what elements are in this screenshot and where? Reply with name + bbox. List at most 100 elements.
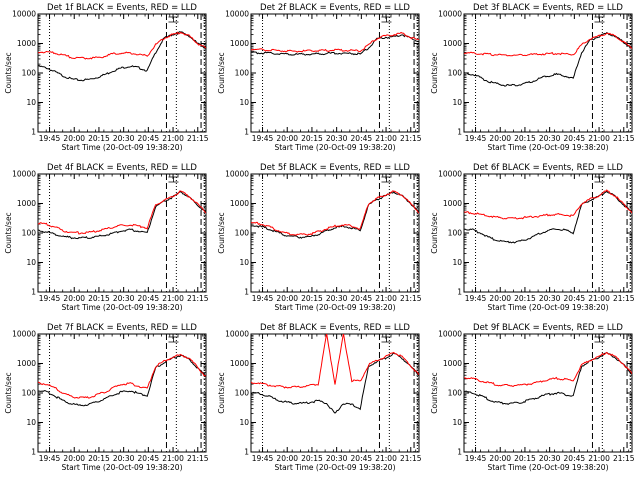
x-tick-label: 20:45 (138, 454, 160, 463)
subplot-8: Det 8f BLACK = Events, RED = LLD 1 10 100 10… (217, 323, 422, 472)
bracket-marker (168, 336, 179, 343)
y-tick-label: 1000 (230, 359, 249, 368)
subplot-1: Det 1f BLACK = Events, RED = LLD 1 10 100 10… (4, 3, 209, 152)
series-line-lld (251, 190, 419, 236)
x-tick-label: 20:00 (489, 134, 511, 143)
series-line-lld (464, 32, 632, 57)
plot-frame (463, 13, 633, 133)
chart-title: Det 5f BLACK = Events, RED = LLD (260, 163, 410, 173)
y-tick-label: 1000 (17, 359, 36, 368)
y-tick-label: 1 (244, 128, 249, 137)
y-axis-label: Counts/sec (4, 212, 13, 253)
y-tick-label: 1000 (17, 199, 36, 208)
y-axis: 1 10 100 1000 10000 (225, 170, 419, 297)
x-tick-label: 20:45 (351, 134, 373, 143)
x-tick-label: 20:15 (514, 294, 536, 303)
x-tick-label: 19:45 (39, 294, 61, 303)
series-line-lld (38, 190, 206, 235)
y-tick-label: 1000 (230, 199, 249, 208)
bracket-marker (381, 16, 392, 23)
x-tick-label: 21:00 (375, 134, 397, 143)
x-axis: 19:45 20:00 20:15 20:30 20:45 21:00 21:15 (250, 174, 422, 303)
x-tick-label: 21:15 (187, 454, 209, 463)
series-line-events (251, 352, 419, 414)
plot-frame (250, 13, 420, 133)
y-tick-label: 1000 (230, 39, 249, 48)
y-axis: 1 10 100 1000 10000 (12, 330, 206, 457)
y-tick-label: 10 (26, 98, 36, 107)
x-tick-label: 20:00 (63, 454, 85, 463)
x-tick-label: 20:00 (276, 454, 298, 463)
x-tick-label: 20:15 (301, 454, 323, 463)
y-tick-label: 10000 (225, 170, 249, 179)
x-axis-label: Start Time (20-Oct-09 19:38:20) (61, 463, 182, 472)
series-line-events (464, 190, 632, 244)
x-tick-label: 20:45 (564, 134, 586, 143)
x-tick-label: 20:45 (564, 294, 586, 303)
x-axis-label: Start Time (20-Oct-09 19:38:20) (274, 143, 395, 152)
y-axis-label: Counts/sec (217, 212, 226, 253)
subplot-3: Det 3f BLACK = Events, RED = LLD 1 10 100 10… (430, 3, 635, 152)
series-group (464, 31, 632, 87)
x-tick-label: 19:45 (39, 134, 61, 143)
y-tick-label: 10 (452, 258, 462, 267)
subplot-4: Det 4f BLACK = Events, RED = LLD 1 10 100 10… (4, 163, 209, 312)
x-tick-label: 19:45 (252, 134, 274, 143)
y-tick-label: 1 (31, 288, 36, 297)
x-tick-label: 20:15 (88, 294, 110, 303)
x-tick-label: 20:30 (539, 454, 561, 463)
series-group (251, 31, 419, 56)
chart-title: Det 8f BLACK = Events, RED = LLD (260, 323, 410, 333)
bracket-marker (594, 176, 605, 183)
x-tick-label: 21:15 (400, 134, 422, 143)
x-tick-label: 20:15 (88, 454, 110, 463)
series-line-lld (38, 353, 206, 399)
chart-title: Det 6f BLACK = Events, RED = LLD (473, 163, 623, 173)
x-tick-label: 21:00 (375, 454, 397, 463)
y-tick-label: 100 (448, 389, 463, 398)
chart-title: Det 9f BLACK = Events, RED = LLD (473, 323, 623, 333)
x-tick-label: 20:00 (276, 134, 298, 143)
y-tick-label: 1 (244, 448, 249, 457)
x-axis-label: Start Time (20-Oct-09 19:38:20) (274, 463, 395, 472)
x-tick-label: 20:30 (113, 134, 135, 143)
x-tick-label: 21:15 (400, 454, 422, 463)
y-tick-label: 100 (235, 69, 250, 78)
x-axis-label: Start Time (20-Oct-09 19:38:20) (487, 463, 608, 472)
x-tick-label: 19:45 (465, 134, 487, 143)
x-axis-label: Start Time (20-Oct-09 19:38:20) (487, 303, 608, 312)
y-tick-label: 1000 (443, 199, 462, 208)
series-line-events (464, 31, 632, 87)
y-tick-label: 10 (452, 98, 462, 107)
subplot-7: Det 7f BLACK = Events, RED = LLD 1 10 100 10… (4, 323, 209, 472)
y-tick-label: 1000 (443, 359, 462, 368)
x-axis-label: Start Time (20-Oct-09 19:38:20) (61, 143, 182, 152)
x-tick-label: 19:45 (465, 294, 487, 303)
y-tick-label: 10 (239, 418, 249, 427)
y-axis: 1 10 100 1000 10000 (12, 10, 206, 137)
x-tick-label: 20:30 (113, 294, 135, 303)
x-tick-label: 21:15 (187, 294, 209, 303)
x-tick-label: 21:00 (375, 294, 397, 303)
series-line-lld (464, 351, 632, 387)
series-line-events (464, 351, 632, 406)
x-tick-label: 20:30 (539, 294, 561, 303)
x-tick-label: 20:15 (301, 294, 323, 303)
series-group (251, 334, 419, 414)
subplot-2: Det 2f BLACK = Events, RED = LLD 1 10 100 10… (217, 3, 422, 152)
y-tick-label: 10 (239, 258, 249, 267)
x-axis-label: Start Time (20-Oct-09 19:38:20) (274, 303, 395, 312)
series-line-events (38, 31, 206, 82)
series-line-lld (38, 31, 206, 60)
y-tick-label: 100 (235, 389, 250, 398)
x-tick-label: 20:00 (63, 134, 85, 143)
x-tick-label: 21:00 (162, 294, 184, 303)
y-tick-label: 1 (457, 288, 462, 297)
x-tick-label: 20:45 (138, 294, 160, 303)
x-tick-label: 20:30 (113, 454, 135, 463)
y-axis: 1 10 100 1000 10000 (12, 170, 206, 297)
x-tick-label: 20:15 (514, 134, 536, 143)
x-axis-label: Start Time (20-Oct-09 19:38:20) (61, 303, 182, 312)
y-axis-label: Counts/sec (430, 212, 439, 253)
